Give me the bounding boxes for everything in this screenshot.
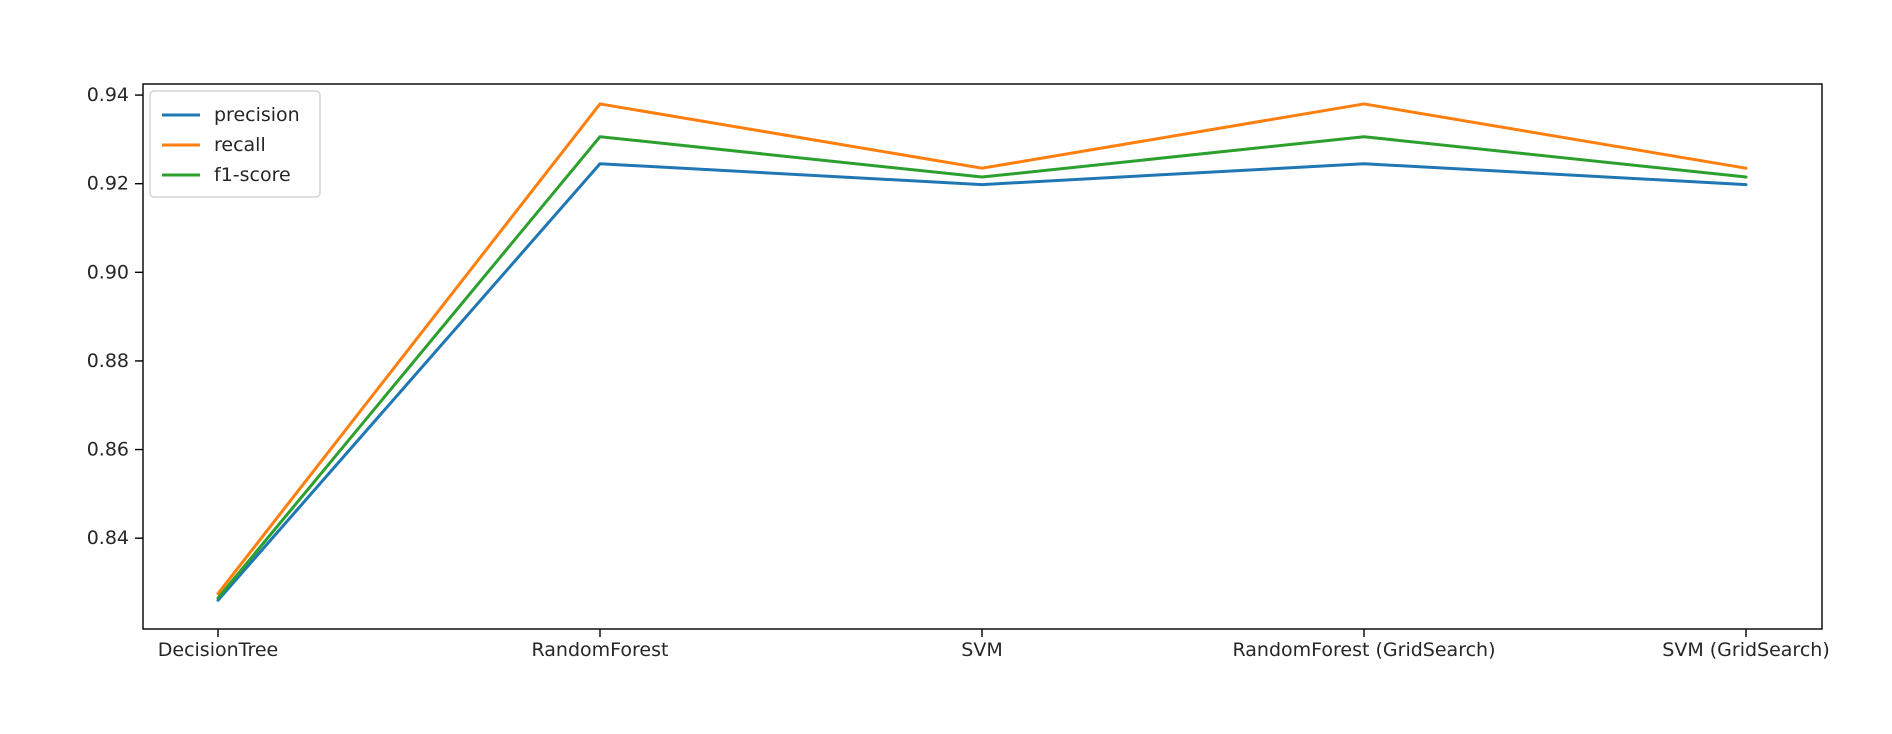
x-tick-label: RandomForest (532, 639, 669, 661)
x-tick-label: SVM (GridSearch) (1662, 639, 1829, 661)
y-tick-label: 0.86 (87, 439, 129, 461)
y-tick-label: 0.92 (87, 173, 129, 195)
legend-box (149, 90, 321, 198)
y-tick-label: 0.90 (87, 261, 129, 283)
series-layer (216, 102, 1748, 602)
y-tick-label: 0.94 (87, 84, 129, 106)
legend-label-f1-score: f1-score (214, 164, 291, 186)
x-tick-label: SVM (961, 639, 1002, 661)
legend-label-recall: recall (214, 134, 266, 156)
x-axis: DecisionTree RandomForest SVM RandomForest … (158, 629, 1830, 661)
y-tick-label: 0.84 (87, 527, 129, 549)
y-tick-label: 0.88 (87, 350, 129, 372)
legend-label-precision: precision (214, 104, 300, 126)
x-tick-label: RandomForest (GridSearch) (1233, 639, 1496, 661)
legend: precision recall f1-score (149, 90, 321, 198)
x-tick-label: DecisionTree (158, 639, 278, 661)
y-axis: 0.84 0.86 0.88 0.90 0.92 0.94 (87, 84, 143, 549)
